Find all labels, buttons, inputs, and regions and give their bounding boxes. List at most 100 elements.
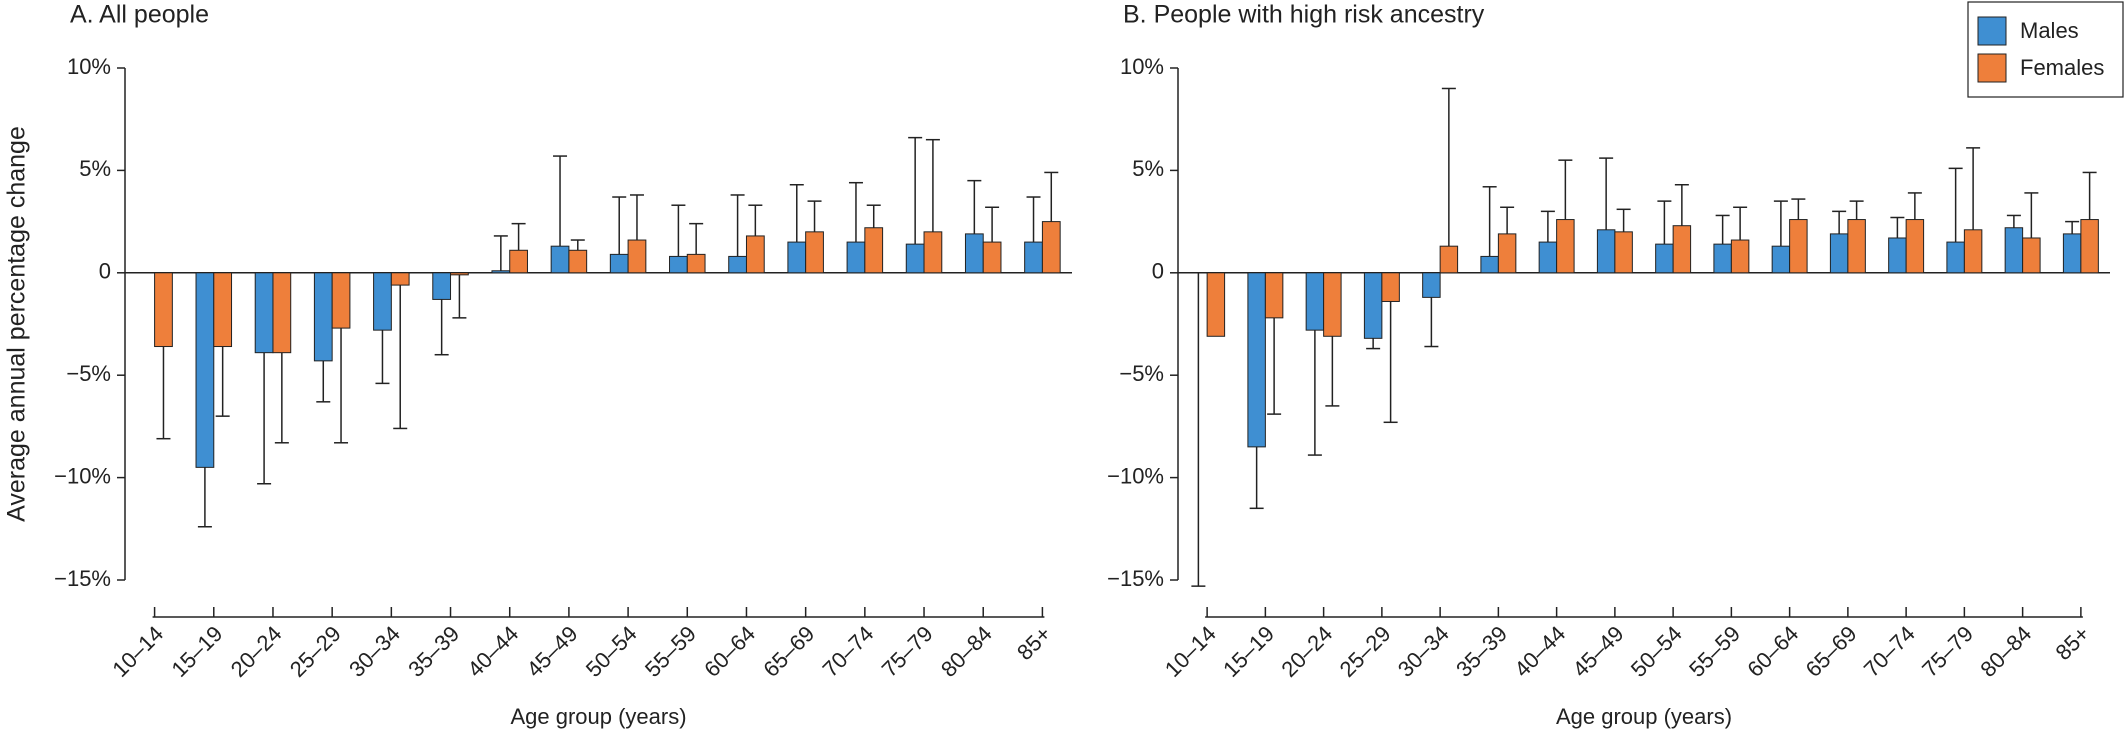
x-tick-label: 20–24 (1276, 621, 1337, 682)
y-tick-label: −5% (66, 361, 111, 386)
error-bar (748, 204, 763, 236)
bar (1963, 229, 1983, 274)
x-tick-label: 10–14 (107, 621, 168, 682)
error-bar (1773, 200, 1788, 247)
x-tick-label: 15–19 (1218, 621, 1279, 682)
x-tick-label: 25–29 (285, 621, 346, 682)
x-tick-label: 30–34 (1393, 621, 1454, 682)
bar (964, 233, 984, 274)
bar (1439, 245, 1459, 274)
bar (2022, 237, 2041, 274)
bar (728, 255, 747, 274)
bar (1264, 272, 1284, 319)
bar (1556, 219, 1575, 274)
error-bar (553, 155, 568, 247)
x-tick-label: 15–19 (166, 621, 227, 682)
x-tick-label: 80–84 (1975, 621, 2036, 682)
y-tick-label: 5% (79, 156, 111, 181)
x-tick-label: 50–54 (1626, 621, 1687, 682)
error-bar (1366, 338, 1381, 350)
x-tick-label: 65–69 (1801, 621, 1862, 682)
error-bar (1849, 200, 1864, 220)
error-bar (375, 330, 390, 385)
bar (1323, 272, 1342, 337)
bar (1888, 237, 1907, 274)
bar (331, 272, 351, 329)
error-bar (1890, 216, 1905, 238)
bar (805, 231, 824, 274)
error-bar (570, 239, 585, 251)
error-bar (2006, 214, 2021, 228)
y-tick-label: 10% (1120, 54, 1164, 79)
chart-title: B. People with high risk ancestry (1123, 1, 1485, 29)
x-tick-label: 75–79 (877, 621, 938, 682)
bar (1538, 241, 1558, 274)
error-bar (1249, 446, 1264, 510)
error-bar (316, 360, 331, 403)
bar (1305, 272, 1325, 331)
error-bar (1599, 157, 1614, 230)
bar (1041, 221, 1061, 274)
bar (1596, 229, 1616, 274)
bar (254, 272, 274, 354)
bar (923, 231, 943, 274)
error-bar (789, 183, 804, 243)
x-tick-label: 40–44 (462, 621, 523, 682)
bar (373, 272, 392, 331)
x-tick-label: 40–44 (1509, 621, 1570, 682)
bar (864, 227, 884, 274)
bar (1480, 255, 1499, 274)
error-bar (1733, 206, 1748, 241)
bar (2004, 227, 2024, 274)
x-axis-label: Age group (years) (1556, 704, 1732, 729)
legend: Males Females (1967, 1, 2124, 98)
x-tick-label: 85+ (1012, 621, 1056, 665)
legend-box (1967, 1, 2124, 98)
legend-swatch (1977, 53, 2007, 83)
error-bar (215, 346, 230, 417)
error-bar (393, 285, 408, 430)
error-bar (908, 136, 923, 245)
x-tick-label: 75–79 (1917, 621, 1978, 682)
error-bar (1191, 272, 1206, 587)
error-bar (1026, 196, 1041, 243)
x-tick-label: 55–59 (1684, 621, 1745, 682)
bar (213, 272, 233, 348)
y-tick-label: −15% (1107, 566, 1164, 591)
bar (1247, 272, 1266, 448)
error-bar (1657, 200, 1672, 245)
x-tick-label: 45–49 (1568, 621, 1629, 682)
x-tick-label: 50–54 (581, 621, 642, 682)
bar (686, 253, 706, 274)
bar (609, 253, 629, 274)
bar (982, 241, 1002, 274)
bar (154, 272, 173, 348)
x-tick-label: 60–64 (1742, 621, 1803, 682)
error-bar (434, 299, 449, 356)
x-tick-label: 65–69 (758, 621, 819, 682)
bar (509, 249, 528, 274)
error-bar (689, 222, 704, 255)
x-tick-label: 60–64 (699, 621, 760, 682)
error-bar (1558, 159, 1573, 220)
error-bar (1832, 210, 1847, 234)
y-tick-label: −15% (54, 566, 111, 591)
error-bar (1267, 317, 1282, 415)
error-bar (1500, 206, 1515, 234)
error-bar (1907, 192, 1922, 220)
bar (390, 272, 410, 286)
bar (1789, 219, 1808, 274)
error-bar (1791, 198, 1806, 220)
legend-swatch (1977, 16, 2007, 46)
bar (313, 272, 333, 362)
y-tick-label: 0 (99, 259, 111, 284)
error-bar (1966, 147, 1981, 230)
error-bar (257, 352, 272, 485)
error-bar (967, 179, 982, 234)
bar (1730, 239, 1750, 274)
error-bar (493, 235, 508, 271)
legend-label: Males (2020, 18, 2079, 43)
bar (1946, 241, 1965, 274)
bar (2080, 219, 2099, 274)
